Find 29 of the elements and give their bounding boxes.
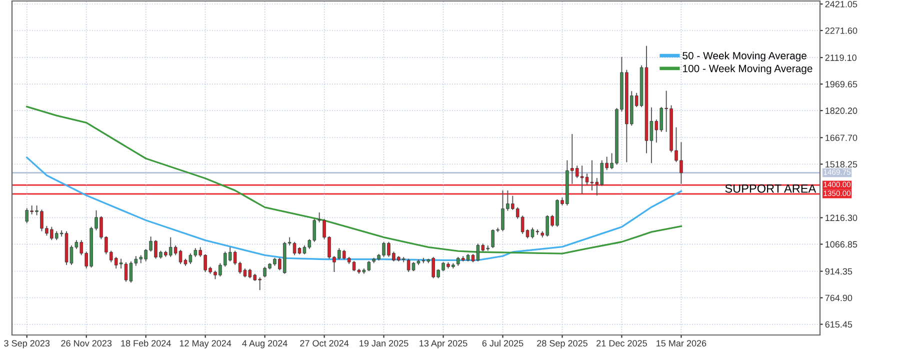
y-tick-label: 2421.05	[825, 0, 858, 8]
x-tick-label: 15 Mar 2026	[656, 340, 706, 346]
y-tick-label: 1066.85	[826, 241, 858, 248]
x-tick-label: 21 Dec 2025	[596, 340, 647, 346]
line-series	[26, 106, 682, 254]
legend-label: 100 - Week Moving Average	[683, 64, 812, 74]
line-series	[26, 156, 682, 261]
y-tick-label: 914.35	[825, 268, 852, 275]
x-tick-label: 3 Sep 2023	[4, 340, 50, 348]
x-tick-label: 13 Apr 2025	[420, 340, 468, 348]
x-tick-label: 28 Sep 2025	[537, 340, 588, 348]
y-tick-label: 2271.60	[825, 27, 858, 34]
y-tick-label: 615.45	[825, 321, 852, 328]
x-tick-label: 18 Feb 2024	[121, 340, 171, 346]
y-tick-label: 1969.65	[826, 81, 858, 88]
y-tick-label: 1518.25	[826, 161, 858, 168]
x-tick-label: 27 Oct 2024	[300, 340, 349, 346]
annotation: SUPPORT AREA	[725, 184, 816, 193]
x-tick-label: 26 Nov 2023	[61, 340, 112, 346]
y-tick-label: 2119.10	[825, 54, 856, 61]
x-tick-label: 6 Jul 2025	[482, 340, 524, 346]
x-tick-label: 4 Aug 2024	[242, 340, 288, 348]
y-tick-label: 1820.20	[826, 108, 858, 114]
y-tick-label: 764.90	[825, 294, 852, 302]
x-tick-label: 19 Jan 2025	[360, 340, 408, 346]
legend-label: 50 - Week Moving Average	[682, 52, 806, 62]
x-tick-label: 12 May 2024	[180, 340, 232, 348]
y-tick-label: 1667.70	[826, 134, 858, 141]
y-tick-label: 1216.30	[826, 214, 858, 222]
